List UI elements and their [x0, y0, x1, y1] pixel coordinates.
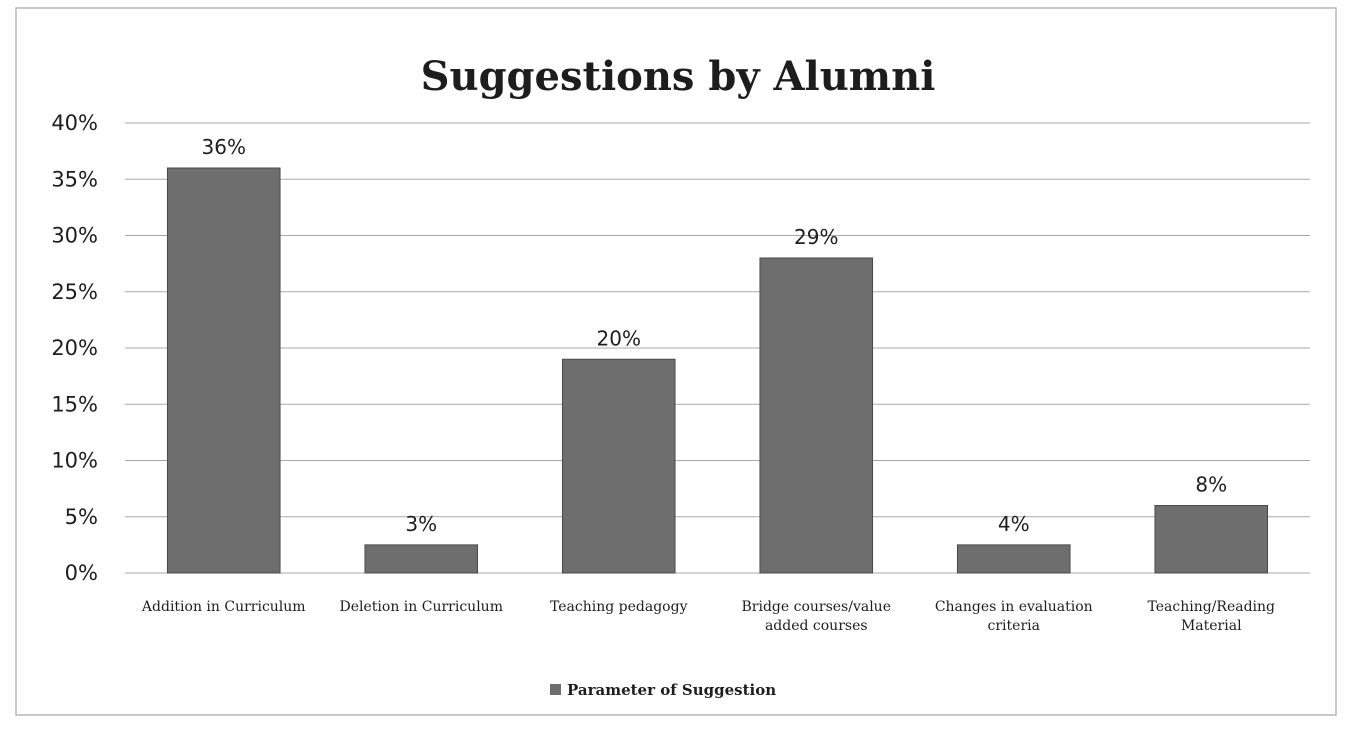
bar — [956, 544, 1071, 574]
y-tick-label: 20% — [51, 336, 98, 360]
data-label: 4% — [998, 512, 1030, 536]
x-tick-label: Material — [1181, 618, 1242, 634]
bar — [561, 358, 676, 574]
data-label: 3% — [405, 512, 437, 536]
y-tick-label: 0% — [65, 561, 98, 585]
data-label: 20% — [597, 326, 641, 350]
chart-frame — [15, 7, 1337, 716]
x-tick-label: criteria — [988, 618, 1040, 634]
x-tick-label: added courses — [765, 618, 868, 634]
x-tick-label: Teaching/Reading — [1147, 599, 1275, 615]
bar — [166, 167, 281, 574]
bar — [1154, 505, 1269, 574]
data-label: 36% — [202, 135, 246, 159]
data-labels: 36% 3% 20% 29% 4% 8% — [202, 135, 1228, 536]
bar-series — [166, 167, 1269, 574]
y-tick-label: 40% — [51, 111, 98, 135]
y-tick-label: 10% — [51, 449, 98, 473]
y-tick-label: 15% — [51, 392, 98, 416]
gridlines — [125, 122, 1310, 574]
data-label: 8% — [1195, 473, 1227, 497]
y-tick-label: 35% — [51, 167, 98, 191]
bar — [759, 257, 874, 574]
legend-label: Parameter of Suggestion — [567, 681, 776, 699]
chart-title: Suggestions by Alumni — [421, 53, 936, 100]
y-tick-label: 25% — [51, 280, 98, 304]
x-tick-label: Teaching pedagogy — [550, 599, 688, 615]
y-axis-tick-labels: 0% 5% 10% 15% 20% 25% 30% 35% 40% — [51, 111, 98, 585]
bar — [364, 544, 479, 574]
x-tick-label: Deletion in Curriculum — [340, 599, 503, 615]
y-tick-label: 5% — [65, 505, 98, 529]
x-tick-label: Bridge courses/value — [741, 599, 891, 615]
x-tick-label: Addition in Curriculum — [141, 599, 306, 615]
x-tick-label: Changes in evaluation — [935, 599, 1093, 615]
legend-swatch — [550, 684, 561, 695]
data-label: 29% — [794, 225, 838, 249]
y-tick-label: 30% — [51, 224, 98, 248]
x-axis-tick-labels: Addition in Curriculum Deletion in Curric… — [141, 599, 1275, 634]
legend: Parameter of Suggestion — [550, 681, 776, 699]
